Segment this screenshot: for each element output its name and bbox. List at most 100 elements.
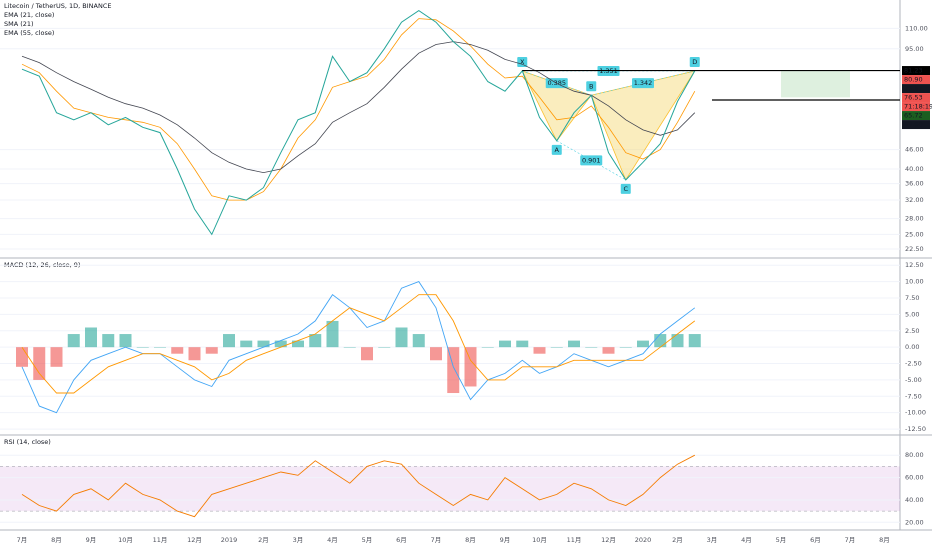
histogram-bar bbox=[568, 340, 580, 348]
pattern-point-box bbox=[689, 56, 700, 67]
y-tick-label: -7.50 bbox=[905, 392, 922, 400]
x-tick-label: 7月 bbox=[845, 536, 856, 544]
price-tag bbox=[902, 75, 930, 85]
x-tick-label: 5月 bbox=[776, 536, 787, 544]
histogram-bar bbox=[119, 334, 132, 348]
legend-entry: EMA (55, close) bbox=[4, 29, 54, 37]
histogram-bar bbox=[654, 334, 667, 348]
histogram-bar bbox=[516, 340, 529, 348]
ratio-box bbox=[580, 155, 603, 166]
price-tag bbox=[902, 84, 930, 94]
pattern-point-label: D bbox=[692, 58, 697, 66]
x-tick-label: 12月 bbox=[601, 536, 616, 544]
y-tick-label: 95.00 bbox=[905, 45, 924, 53]
histogram-bar bbox=[602, 347, 615, 354]
x-tick-label: 6月 bbox=[396, 536, 407, 544]
pattern-point-box bbox=[517, 56, 528, 67]
price-tag-label: 76.53 bbox=[904, 94, 923, 102]
x-tick-label: 4月 bbox=[741, 536, 752, 544]
x-tick-label: 7月 bbox=[431, 536, 442, 544]
histogram-bar bbox=[343, 347, 356, 348]
histogram-bar bbox=[447, 347, 460, 394]
histogram-bar bbox=[395, 327, 408, 348]
y-tick-label: -2.50 bbox=[905, 360, 922, 368]
y-tick-label: 80.00 bbox=[905, 451, 924, 459]
x-tick-label: 5月 bbox=[362, 536, 373, 544]
x-tick-label: 10月 bbox=[532, 536, 547, 544]
x-tick-label: 11月 bbox=[153, 536, 168, 544]
macd-line bbox=[21, 294, 696, 394]
histogram-bar bbox=[223, 334, 235, 348]
histogram-bar bbox=[499, 340, 511, 348]
histogram-bar bbox=[481, 347, 494, 348]
pattern-point-box bbox=[620, 183, 631, 194]
y-tick-label: 2.50 bbox=[905, 327, 919, 335]
rsi-line bbox=[21, 454, 696, 518]
y-tick-label: 12.50 bbox=[905, 261, 924, 269]
histogram-bar bbox=[412, 334, 425, 348]
ratio-label: 0.901 bbox=[582, 156, 601, 164]
histogram-bar bbox=[550, 347, 563, 348]
price-tag-label: 76.57 bbox=[904, 85, 923, 93]
y-tick-label: -5.00 bbox=[905, 376, 922, 384]
x-tick-label: 2月 bbox=[672, 536, 683, 544]
ratio-label: 1.342 bbox=[634, 79, 653, 87]
x-tick-label: 4月 bbox=[327, 536, 338, 544]
x-tick-label: 2019 bbox=[221, 536, 238, 544]
y-tick-label: 25.00 bbox=[905, 230, 924, 238]
histogram-bar bbox=[326, 320, 339, 348]
histogram-bar bbox=[688, 334, 701, 348]
histogram-bar bbox=[619, 347, 632, 348]
histogram-bar bbox=[533, 347, 546, 354]
y-tick-label: 0.00 bbox=[905, 343, 919, 351]
histogram-bar bbox=[309, 334, 322, 348]
x-tick-label: 9月 bbox=[500, 536, 511, 544]
pattern-point-box bbox=[551, 144, 562, 155]
pattern-point-box bbox=[586, 81, 597, 92]
x-tick-label: 2020 bbox=[635, 536, 652, 544]
pattern-point-label: X bbox=[520, 58, 525, 66]
histogram-bar bbox=[136, 347, 149, 348]
histogram-bar bbox=[154, 347, 166, 348]
histogram-bar bbox=[637, 340, 649, 348]
pattern-point-label: A bbox=[555, 146, 560, 154]
histogram-bar bbox=[16, 347, 28, 367]
x-tick-label: 8月 bbox=[51, 536, 62, 544]
x-tick-label: 8月 bbox=[465, 536, 476, 544]
ema-line bbox=[21, 18, 696, 201]
histogram-bar bbox=[171, 347, 184, 354]
histogram-bar bbox=[50, 347, 63, 367]
y-tick-label: 46.00 bbox=[905, 146, 924, 154]
x-tick-label: 11月 bbox=[567, 536, 582, 544]
y-tick-label: 5.00 bbox=[905, 310, 919, 318]
y-tick-label: 36.00 bbox=[905, 180, 924, 188]
rsi-title: RSI (14, close) bbox=[4, 438, 51, 446]
ratio-box bbox=[632, 78, 654, 89]
y-tick-label: -10.00 bbox=[905, 409, 926, 417]
price-tag-label: 63.60 bbox=[904, 121, 923, 129]
study-label: SMA (21) bbox=[4, 20, 34, 28]
price-tag-label: 80.90 bbox=[904, 76, 923, 84]
price-tag bbox=[902, 66, 930, 76]
y-tick-label: 60.00 bbox=[905, 474, 924, 482]
histogram-bar bbox=[274, 340, 287, 348]
price-tag bbox=[902, 93, 930, 103]
x-tick-label: 6月 bbox=[810, 536, 821, 544]
x-tick-label: 12月 bbox=[187, 536, 202, 544]
x-tick-label: 8月 bbox=[879, 536, 890, 544]
histogram-bar bbox=[240, 340, 253, 348]
x-tick-label: 3月 bbox=[293, 536, 304, 544]
histogram-bar bbox=[430, 347, 442, 361]
countdown: 71:18:19 bbox=[904, 103, 932, 111]
x-tick-label: 10月 bbox=[118, 536, 133, 544]
y-tick-label: 22.50 bbox=[905, 245, 924, 253]
pattern-point-label: C bbox=[623, 185, 628, 193]
price-tag-label: 65.72 bbox=[904, 112, 923, 120]
y-tick-label: 40.00 bbox=[905, 165, 924, 173]
y-tick-label: 40.00 bbox=[905, 496, 924, 504]
ema-line bbox=[21, 41, 696, 174]
price-tag bbox=[902, 111, 930, 121]
x-tick-label: 3月 bbox=[707, 536, 718, 544]
